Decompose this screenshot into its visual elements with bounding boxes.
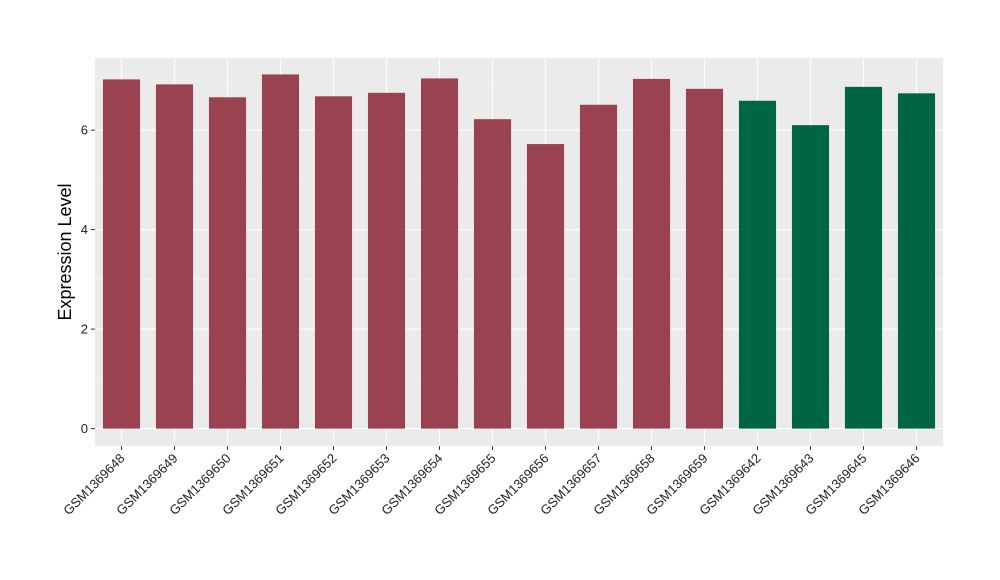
bar-GSM1369650 [208, 97, 247, 429]
bar-GSM1369645 [844, 86, 883, 429]
bar-GSM1369658 [632, 78, 671, 429]
bar-GSM1369649 [155, 84, 194, 429]
bar-GSM1369654 [420, 78, 459, 429]
bar-GSM1369659 [685, 88, 724, 429]
bar-GSM1369653 [367, 92, 406, 429]
y-tick-label: 6 [81, 123, 88, 138]
bar-GSM1369642 [738, 100, 777, 429]
bar-GSM1369656 [526, 144, 565, 429]
bar-GSM1369651 [261, 74, 300, 429]
bar-GSM1369652 [314, 96, 353, 429]
bar-GSM1369648 [102, 79, 141, 429]
bars [102, 74, 936, 429]
bar-GSM1369655 [473, 119, 512, 429]
y-tick-label: 4 [81, 222, 88, 237]
y-axis-title: Expression Level [55, 183, 75, 320]
bar-GSM1369657 [579, 104, 618, 429]
y-axis: 0 2 4 6 [81, 123, 95, 436]
bar-GSM1369646 [897, 93, 936, 429]
y-tick-label: 0 [81, 421, 88, 436]
y-tick-label: 2 [81, 322, 88, 337]
bar-GSM1369643 [791, 125, 830, 429]
x-axis: GSM1369648GSM1369649GSM1369650GSM1369651… [60, 446, 923, 518]
